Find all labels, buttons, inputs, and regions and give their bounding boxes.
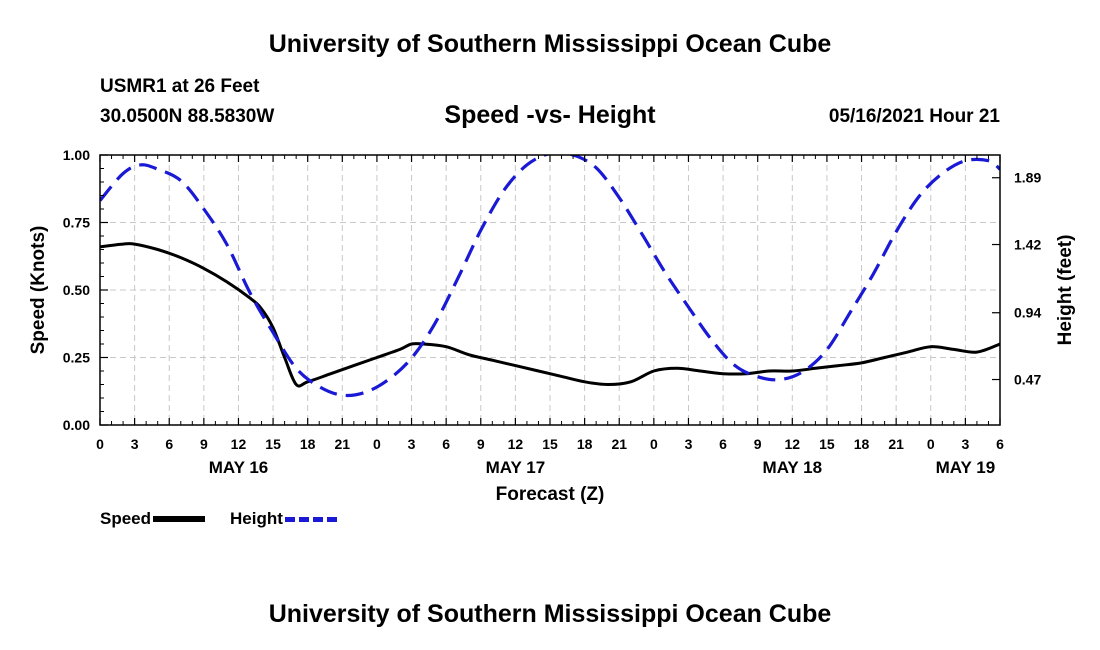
x-tick-label: 21 <box>888 436 904 452</box>
y2-tick-label: 0.47 <box>1014 372 1041 388</box>
y-tick-label: 0.50 <box>63 282 90 298</box>
x-tick-label: 21 <box>335 436 351 452</box>
legend-speed-label: Speed <box>100 509 152 528</box>
labels-layer: 0 3 6 9 12 15 18 21 0 3 6 9 12 15 18 21 0 3 6 9 12 15 18 21 0 3 6 0… <box>28 147 1076 505</box>
x-tick-label: 0 <box>96 436 104 452</box>
x-tick-label: 0 <box>650 436 658 452</box>
grid <box>100 155 1000 425</box>
y-axis-title: Speed (Knots) <box>28 226 49 355</box>
day-label: MAY 18 <box>763 458 823 477</box>
x-tick-label: 6 <box>996 436 1004 452</box>
legend-speed: Speed <box>100 508 206 530</box>
x-tick-label: 6 <box>719 436 727 452</box>
x-tick-label: 3 <box>961 436 969 452</box>
y2-tick-label: 1.89 <box>1014 170 1041 186</box>
series-line-height <box>100 155 1000 398</box>
y2-axis-title: Height (feet) <box>1055 235 1076 346</box>
y2-tick-label: 1.42 <box>1014 237 1041 253</box>
legend-height-label: Height <box>230 509 283 528</box>
x-tick-label: 18 <box>300 436 316 452</box>
y2-tick-label: 0.94 <box>1014 305 1041 321</box>
y-tick-label: 0.75 <box>63 215 90 231</box>
bottom-title: University of Southern Mississippi Ocean… <box>268 600 832 628</box>
station-label: USMR1 at 26 Feet <box>100 76 260 97</box>
x-tick-label: 3 <box>408 436 416 452</box>
forecast-datetime: 05/16/2021 Hour 21 <box>828 106 1000 127</box>
x-tick-label: 6 <box>442 436 450 452</box>
y-tick-label: 0.25 <box>63 350 90 366</box>
x-tick-label: 18 <box>577 436 593 452</box>
x-tick-label: 0 <box>927 436 935 452</box>
chart-title: Speed -vs- Height <box>444 101 656 129</box>
day-label: MAY 19 <box>936 458 996 477</box>
y-tick-label: 0.00 <box>63 417 90 433</box>
x-tick-label: 3 <box>685 436 693 452</box>
x-tick-label: 18 <box>854 436 870 452</box>
legend-height-swatch <box>284 516 337 522</box>
x-tick-label: 6 <box>165 436 173 452</box>
x-tick-label: 12 <box>785 436 801 452</box>
top-title: University of Southern Mississippi Ocean… <box>268 30 832 58</box>
ticks-layer <box>99 154 1001 426</box>
y-tick-label: 1.00 <box>63 147 90 163</box>
legend-speed-swatch <box>153 516 206 522</box>
x-tick-label: 12 <box>508 436 524 452</box>
coordinates-label: 30.0500N 88.5830W <box>100 106 275 127</box>
x-tick-label: 0 <box>373 436 381 452</box>
x-tick-label: 9 <box>754 436 762 452</box>
x-tick-label: 15 <box>265 436 281 452</box>
day-label: MAY 17 <box>486 458 546 477</box>
x-tick-label: 15 <box>542 436 558 452</box>
x-tick-label: 21 <box>611 436 627 452</box>
x-tick-label: 12 <box>231 436 247 452</box>
x-axis-title: Forecast (Z) <box>496 484 605 505</box>
x-tick-label: 9 <box>200 436 208 452</box>
legend-height: Height <box>230 508 337 530</box>
series-layer <box>100 155 1000 398</box>
x-tick-label: 9 <box>477 436 485 452</box>
day-label: MAY 16 <box>209 458 269 477</box>
series-line-speed <box>100 242 1000 388</box>
x-tick-label: 15 <box>819 436 835 452</box>
x-tick-label: 3 <box>131 436 139 452</box>
